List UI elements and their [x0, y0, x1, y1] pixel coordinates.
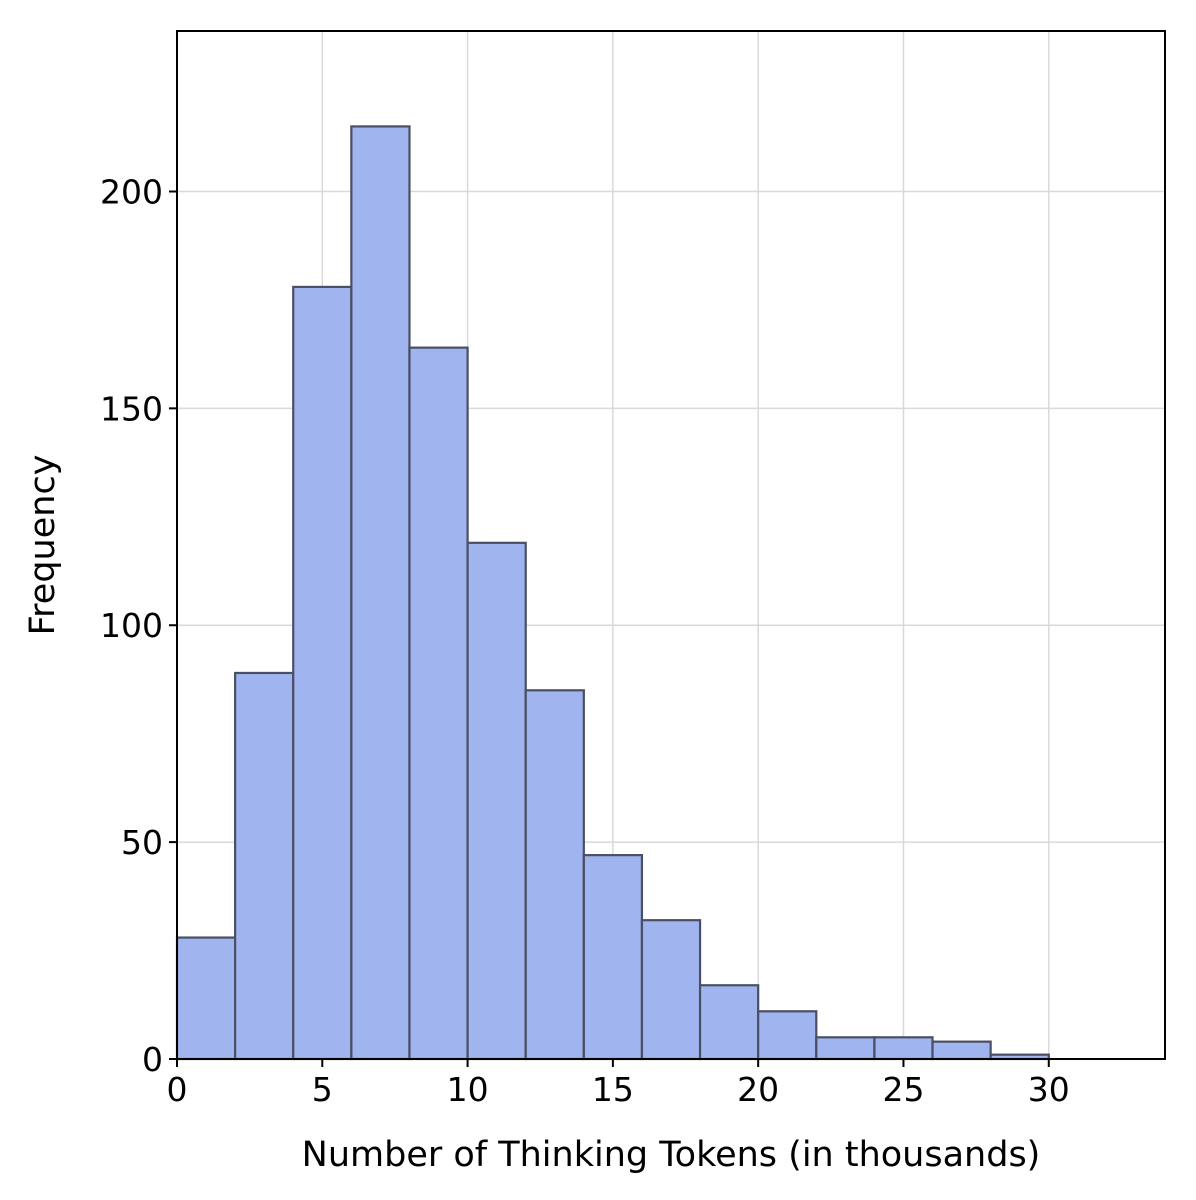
histogram-bar	[350, 125, 411, 1061]
histogram-bar	[873, 1036, 934, 1061]
x-tick-label: 15	[592, 1070, 634, 1109]
x-axis-ticks: 0 5 10 15 20 25 30	[167, 1059, 1070, 1109]
x-tick-label: 10	[447, 1070, 489, 1109]
histogram-bar	[408, 346, 469, 1061]
y-tick-label: 150	[100, 389, 163, 428]
histogram-bar	[292, 285, 353, 1061]
y-axis-ticks: 0 50 100 150 200	[100, 172, 177, 1079]
histogram-bar	[175, 936, 237, 1061]
histogram-bar	[931, 1040, 992, 1061]
y-tick-label: 0	[142, 1040, 163, 1079]
y-axis-label: Frequency	[23, 455, 63, 636]
x-tick-label: 5	[312, 1070, 333, 1109]
histogram-bar	[815, 1036, 876, 1061]
y-tick-label: 200	[100, 172, 163, 211]
y-tick-label: 50	[121, 823, 163, 862]
histogram-bars	[175, 125, 1050, 1061]
x-tick-label: 25	[882, 1070, 924, 1109]
histogram-bar	[640, 919, 702, 1061]
histogram-bar	[757, 1010, 818, 1061]
x-tick-label: 0	[167, 1070, 188, 1109]
y-tick-label: 100	[100, 606, 163, 645]
x-axis-label: Number of Thinking Tokens (in thousands)	[302, 1135, 1041, 1175]
histogram-bar	[698, 984, 760, 1061]
plot-frame	[176, 30, 1166, 1060]
x-tick-label: 20	[737, 1070, 779, 1109]
histogram-bar	[524, 689, 585, 1061]
histogram-bar	[466, 541, 527, 1061]
x-tick-label: 30	[1028, 1070, 1070, 1109]
histogram-bar	[234, 671, 295, 1061]
histogram-bar	[582, 854, 644, 1061]
